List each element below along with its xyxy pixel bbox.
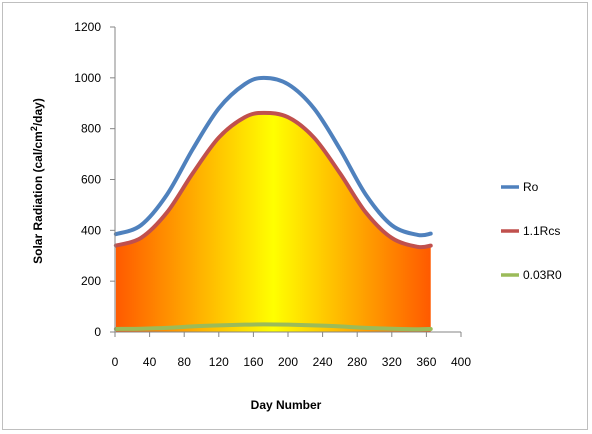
series-layer (113, 75, 433, 332)
y-tick-label: 200 (81, 274, 101, 288)
series-line-0-03r0 (113, 322, 433, 332)
y-tick-label: 400 (81, 223, 101, 237)
axes-layer: 0 200 400 600 800 1000 1200 0 40 80 120 160 200 240 28… (74, 20, 471, 369)
y-tick-label: 800 (81, 122, 101, 136)
legend-label-0-03r0: 0.03R0 (523, 268, 562, 282)
x-axis-title: Day Number (251, 398, 322, 412)
area-fill (115, 112, 431, 333)
x-tick-label: 40 (143, 355, 157, 369)
x-tick-label: 240 (313, 355, 333, 369)
x-tick-label: 320 (382, 355, 402, 369)
x-tick-label: 120 (209, 355, 229, 369)
legend-label-ro: Ro (523, 180, 539, 194)
y-axis-title-sup: 2 (29, 126, 39, 131)
y-axis-title-tail: /day) (31, 98, 45, 126)
y-tick-label: 0 (94, 325, 101, 339)
x-tick-label: 0 (112, 355, 119, 369)
x-tick-label: 80 (178, 355, 192, 369)
area-fill-layer (115, 112, 431, 333)
legend: Ro 1.1Rcs 0.03R0 (501, 180, 562, 282)
y-axis-title-main: Solar Radiation (cal/cm (31, 131, 45, 264)
x-tick-label: 200 (278, 355, 298, 369)
series-line-ro (113, 75, 433, 238)
x-tick-label: 360 (416, 355, 436, 369)
solar-radiation-chart: 0 200 400 600 800 1000 1200 0 40 80 120 160 200 240 28… (29, 20, 562, 412)
x-tick-label: 400 (451, 355, 471, 369)
y-tick-label: 1000 (74, 71, 101, 85)
y-tick-label: 1200 (74, 20, 101, 34)
x-tick-label: 280 (347, 355, 367, 369)
y-tick-label: 600 (81, 173, 101, 187)
x-tick-label: 160 (243, 355, 263, 369)
legend-label-1-1rcs: 1.1Rcs (523, 224, 560, 238)
y-axis-title: Solar Radiation (cal/cm2/day) (29, 98, 45, 264)
chart-frame: 0 200 400 600 800 1000 1200 0 40 80 120 160 200 240 28… (2, 2, 588, 430)
series-line-1-1rcs (113, 110, 433, 250)
